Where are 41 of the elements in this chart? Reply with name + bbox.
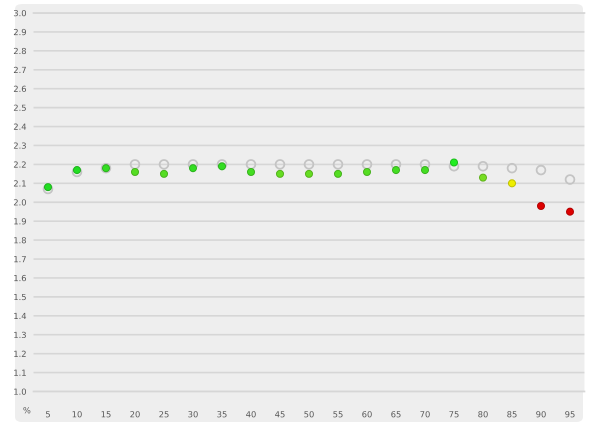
x-tick-label: 5 [46,411,50,418]
y-tick-label: 2.8 [14,48,26,54]
x-tick-label: 10 [72,411,82,418]
x-tick-label: 25 [159,411,169,418]
x-tick-label: 90 [536,411,546,418]
x-tick-label: 65 [391,411,401,418]
y-tick-label: 2.0 [14,199,26,206]
x-tick-label: 80 [478,411,488,418]
x-tick-label: 35 [217,411,227,418]
y-tick-label: 1.7 [14,256,26,262]
x-tick-label: 55 [333,411,343,418]
y-tick-label: 1.4 [14,312,26,319]
x-tick-label: 50 [304,411,314,418]
y-tick-label: 1.2 [14,350,26,357]
y-tick-label: 1.0 [14,388,26,395]
x-tick-label: 70 [420,411,430,418]
x-tick-label: 30 [188,411,198,418]
y-tick-label: 2.1 [14,180,26,186]
y-tick-label: 2.9 [14,28,26,36]
y-tick-label: 3.0 [14,10,26,16]
y-tick-label: 1.3 [14,332,26,338]
y-tick-label: 1.6 [14,274,26,282]
y-tick-label: 2.7 [14,66,26,73]
x-tick-label: 60 [362,411,372,418]
x-tick-label: 85 [507,411,517,418]
x-tick-label: 20 [130,411,140,418]
y-tick-label: 2.3 [14,142,26,149]
y-tick-label: 1.9 [14,218,26,224]
y-tick-label: 2.5 [14,104,26,111]
x-tick-label: 45 [275,411,285,418]
x-tick-label: 40 [246,411,256,418]
y-tick-label: 1.8 [14,237,26,244]
y-tick-label: 1.5 [14,294,26,300]
y-tick-label: 2.6 [14,86,26,92]
x-axis-title: % [23,407,30,414]
y-tick-label: 2.2 [14,161,26,168]
y-tick-label: 1.1 [14,370,26,376]
x-tick-label: 15 [102,411,111,418]
x-tick-label: 95 [565,411,575,418]
x-tick-label: 75 [449,411,459,418]
y-tick-label: 2.4 [14,124,26,130]
